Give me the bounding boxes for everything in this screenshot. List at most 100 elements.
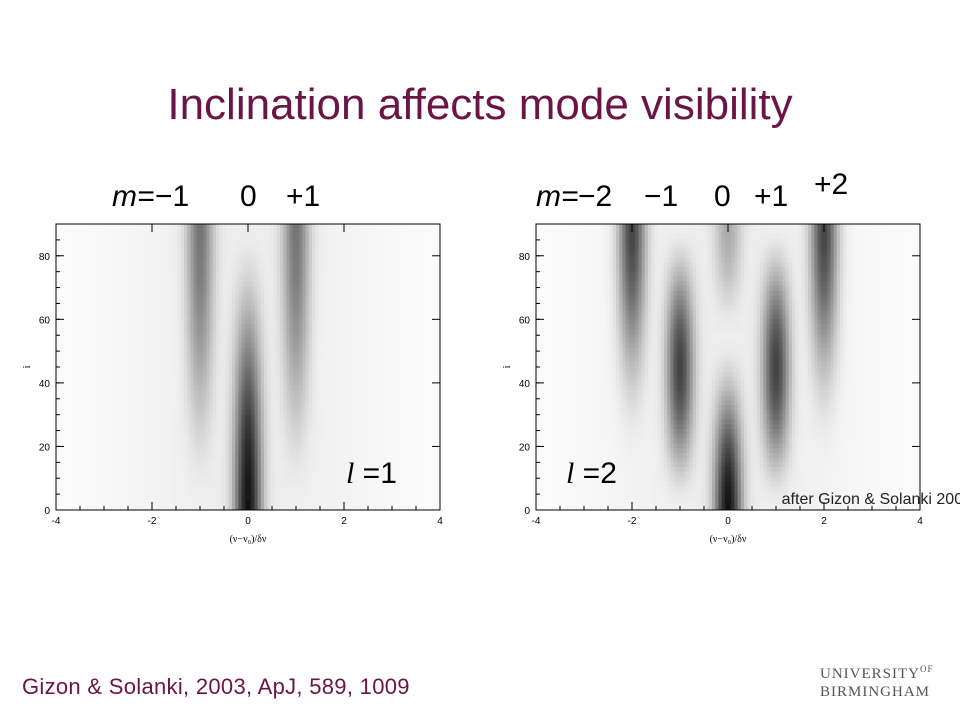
heatmap-cell	[420, 271, 425, 278]
heatmap-cell	[91, 252, 95, 258]
heatmap-cell	[126, 376, 131, 382]
heatmap-cell	[283, 257, 287, 263]
heatmap-cell	[353, 371, 358, 378]
heatmap-cell	[75, 367, 79, 373]
heatmap-cell	[417, 228, 422, 235]
heatmap-cell	[62, 357, 67, 363]
heatmap-cell	[110, 409, 115, 416]
heatmap-cell	[142, 333, 147, 339]
heatmap-cell	[241, 352, 246, 359]
heatmap-cell	[100, 243, 105, 249]
heatmap-cell	[91, 381, 95, 387]
heatmap-cell	[404, 343, 409, 349]
heatmap-cell	[344, 324, 348, 330]
heatmap-cell	[254, 371, 259, 378]
heatmap-cell	[113, 300, 118, 306]
heatmap-cell	[238, 319, 243, 325]
heatmap-cell	[401, 357, 406, 363]
heatmap-cell	[312, 262, 316, 268]
heatmap-cell	[100, 285, 105, 292]
heatmap-cell	[337, 405, 342, 411]
heatmap-cell	[257, 276, 262, 282]
heatmap-cell	[91, 257, 95, 263]
heatmap-cell	[200, 238, 204, 244]
heatmap-cell	[180, 276, 185, 282]
heatmap-cell	[353, 309, 358, 316]
heatmap-cell	[171, 371, 175, 378]
heatmap-cell	[385, 333, 390, 339]
heatmap-cell	[369, 238, 374, 244]
heatmap-cell	[132, 319, 137, 325]
heatmap-cell	[350, 309, 355, 316]
heatmap-cell	[289, 328, 294, 335]
heatmap-cell	[193, 233, 198, 239]
heatmap-cell	[152, 252, 156, 258]
heatmap-cell	[132, 381, 137, 387]
heatmap-cell	[356, 414, 361, 421]
heatmap-cell	[72, 395, 76, 401]
heatmap-cell	[158, 386, 163, 392]
heatmap-cell	[302, 262, 307, 268]
heatmap-cell	[369, 328, 374, 335]
heatmap-cell	[347, 257, 351, 263]
heatmap-cell	[411, 305, 415, 311]
heatmap-cell	[107, 281, 111, 287]
heatmap-cell	[436, 405, 440, 411]
heatmap-cell	[235, 228, 239, 235]
heatmap-cell	[392, 352, 396, 359]
heatmap-cell	[433, 343, 438, 349]
heatmap-cell	[174, 224, 179, 230]
heatmap-cell	[142, 371, 147, 378]
heatmap-cell	[350, 357, 355, 363]
heatmap-cell	[299, 257, 303, 263]
heatmap-cell	[113, 371, 118, 378]
heatmap-cell	[369, 224, 374, 230]
heatmap-cell	[302, 362, 307, 368]
heatmap-cell	[180, 290, 185, 297]
heatmap-cell	[318, 367, 323, 373]
heatmap-cell	[72, 362, 76, 368]
heatmap-cell	[337, 285, 342, 292]
heatmap-cell	[110, 347, 115, 354]
heatmap-cell	[267, 233, 271, 239]
heatmap-cell	[244, 352, 249, 359]
heatmap-cell	[100, 228, 105, 235]
heatmap-cell	[65, 328, 70, 335]
heatmap-cell	[129, 376, 134, 382]
heatmap-cell	[401, 333, 406, 339]
heatmap-cell	[142, 290, 147, 297]
heatmap-cell	[126, 395, 131, 401]
heatmap-cell	[283, 314, 287, 320]
heatmap-cell	[152, 257, 156, 263]
heatmap-cell	[347, 338, 351, 344]
heatmap-cell	[267, 271, 271, 278]
heatmap-cell	[187, 381, 191, 387]
heatmap-cell	[344, 262, 348, 268]
heatmap-cell	[158, 324, 163, 330]
heatmap-cell	[100, 381, 105, 387]
heatmap-cell	[286, 381, 291, 387]
heatmap-cell	[161, 400, 166, 406]
heatmap-cell	[148, 371, 153, 378]
heatmap-cell	[91, 262, 95, 268]
heatmap-cell	[248, 252, 252, 258]
heatmap-cell	[203, 238, 207, 244]
heatmap-cell	[305, 309, 310, 316]
heatmap-cell	[356, 333, 361, 339]
heatmap-cell	[248, 414, 252, 421]
heatmap-cell	[113, 290, 118, 297]
heatmap-cell	[75, 414, 79, 421]
heatmap-cell	[164, 252, 169, 258]
heatmap-cell	[123, 405, 127, 411]
heatmap-cell	[196, 324, 201, 330]
heatmap-cell	[408, 400, 412, 406]
heatmap-cell	[344, 376, 348, 382]
heatmap-cell	[107, 371, 111, 378]
heatmap-cell	[104, 247, 108, 254]
heatmap-cell	[376, 285, 380, 292]
heatmap-cell	[433, 395, 438, 401]
heatmap-cell	[123, 333, 127, 339]
heatmap-cell	[244, 285, 249, 292]
heatmap-cell	[334, 243, 339, 249]
heatmap-cell	[347, 262, 351, 268]
